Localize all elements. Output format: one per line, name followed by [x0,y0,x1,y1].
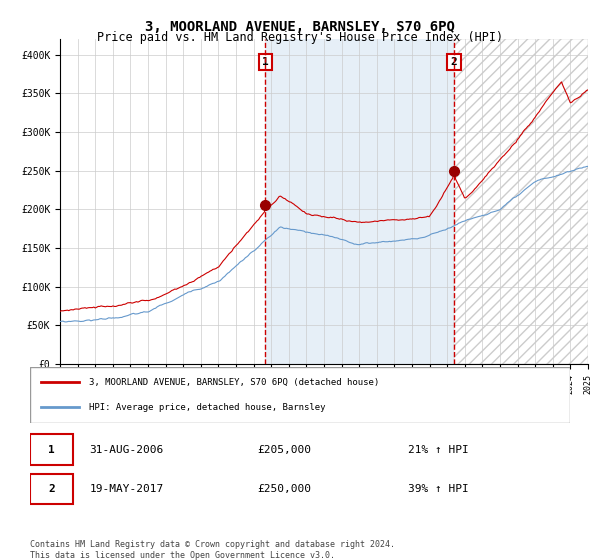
FancyBboxPatch shape [30,367,570,423]
Text: Price paid vs. HM Land Registry's House Price Index (HPI): Price paid vs. HM Land Registry's House … [97,31,503,44]
FancyBboxPatch shape [30,435,73,465]
Text: 39% ↑ HPI: 39% ↑ HPI [408,484,469,494]
FancyBboxPatch shape [30,474,73,504]
Bar [265,39,454,364]
Text: 2: 2 [451,57,457,67]
Text: 31-AUG-2006: 31-AUG-2006 [89,445,164,455]
Text: 2: 2 [48,484,55,494]
Text: 3, MOORLAND AVENUE, BARNSLEY, S70 6PQ (detached house): 3, MOORLAND AVENUE, BARNSLEY, S70 6PQ (d… [89,378,380,387]
Text: £205,000: £205,000 [257,445,311,455]
Text: 19-MAY-2017: 19-MAY-2017 [89,484,164,494]
Text: 1: 1 [48,445,55,455]
Text: 21% ↑ HPI: 21% ↑ HPI [408,445,469,455]
Text: HPI: Average price, detached house, Barnsley: HPI: Average price, detached house, Barn… [89,403,326,412]
Text: 1: 1 [262,57,269,67]
Text: Contains HM Land Registry data © Crown copyright and database right 2024.
This d: Contains HM Land Registry data © Crown c… [30,540,395,560]
Text: £250,000: £250,000 [257,484,311,494]
Text: 3, MOORLAND AVENUE, BARNSLEY, S70 6PQ: 3, MOORLAND AVENUE, BARNSLEY, S70 6PQ [145,20,455,34]
